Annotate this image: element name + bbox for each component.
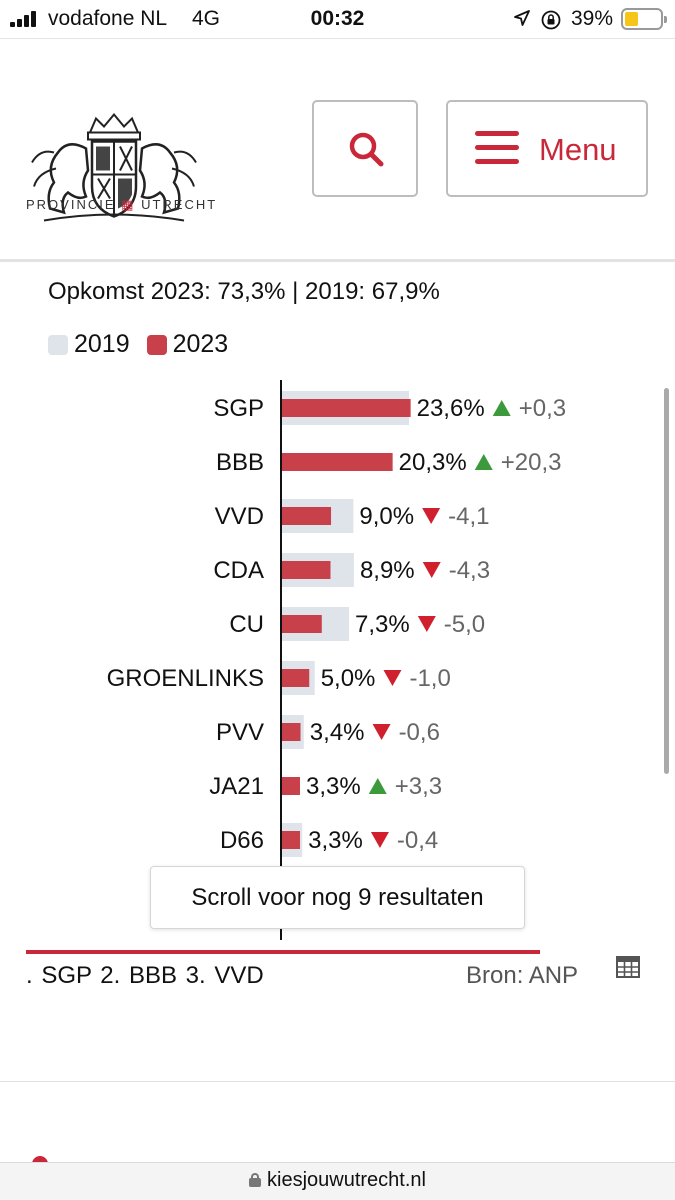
value-label-cu: 7,3%	[355, 611, 410, 638]
value-label-bbb: 20,3%	[399, 449, 467, 476]
category-label-groenlinks: GROENLINKS	[107, 665, 264, 692]
category-label-cda: CDA	[213, 557, 264, 584]
up-arrow-icon	[368, 778, 387, 794]
category-label-bbb: BBB	[216, 449, 264, 476]
logo-wordmark: PROVINCIE ▦ UTRECHT	[26, 197, 218, 212]
table-icon[interactable]	[616, 956, 640, 978]
rotation-lock-icon	[541, 10, 561, 30]
value-label-sgp: 23,6%	[417, 395, 485, 422]
down-arrow-icon	[422, 562, 441, 578]
hamburger-icon	[475, 131, 519, 165]
change-label-sgp: +0,3	[519, 395, 566, 422]
change-label-pvv: -0,6	[399, 719, 440, 746]
bar-2023-sgp	[282, 399, 411, 417]
battery-icon	[621, 8, 667, 30]
clock: 00:32	[310, 7, 365, 30]
turnout-text: Opkomst 2023: 73,3% | 2019: 67,9%	[48, 278, 440, 305]
location-icon	[514, 10, 530, 26]
scroll-hint-tooltip: Scroll voor nog 9 resultaten	[150, 866, 525, 929]
change-label-ja21: +3,3	[395, 773, 442, 800]
change-label-d66: -0,4	[397, 827, 438, 854]
ranking-summary: . SGP 2. BBB 3. VVD	[26, 962, 264, 989]
legend-label-2023: 2023	[172, 330, 229, 358]
legend-label-2019: 2019	[74, 330, 130, 358]
results-chart[interactable]: SGP 23,6% +0,3 BBB 20,3% +20,3 VVD 9,0% -4,1 CDA 8…	[0, 380, 675, 940]
section-divider	[0, 1081, 675, 1082]
partial-content-icon	[32, 1156, 48, 1164]
down-arrow-icon	[383, 670, 402, 686]
category-label-sgp: SGP	[213, 395, 264, 422]
change-label-cu: -5,0	[444, 611, 485, 638]
bar-2023-pvv	[282, 723, 301, 741]
down-arrow-icon	[417, 616, 436, 632]
chart-axis	[280, 380, 282, 940]
category-label-cu: CU	[229, 611, 264, 638]
menu-button[interactable]: Menu	[446, 100, 648, 197]
category-label-ja21: JA21	[209, 773, 264, 800]
category-label-vvd: VVD	[215, 503, 264, 530]
search-button[interactable]	[312, 100, 418, 197]
bar-2023-vvd	[282, 507, 332, 525]
bar-2023-cda	[282, 561, 331, 579]
value-label-vvd: 9,0%	[359, 503, 414, 530]
bar-2023-ja21	[282, 777, 300, 795]
category-label-pvv: PVV	[216, 719, 264, 746]
legend-item-2023[interactable]: 2023	[146, 330, 229, 359]
up-arrow-icon	[492, 400, 511, 416]
battery-percent: 39%	[571, 7, 614, 30]
browser-url-bar[interactable]: kiesjouwutrecht.nl	[0, 1162, 675, 1200]
source-label: Bron: ANP	[466, 962, 579, 989]
change-label-groenlinks: -1,0	[409, 665, 450, 692]
legend-swatch-2019	[48, 334, 68, 355]
down-arrow-icon	[370, 832, 389, 848]
legend-item-2019[interactable]: 2019	[48, 330, 130, 359]
bar-2023-d66	[282, 831, 300, 849]
value-label-ja21: 3,3%	[306, 773, 361, 800]
menu-label: Menu	[539, 132, 617, 167]
bar-2023-groenlinks	[282, 669, 310, 687]
site-header: PROVINCIE ▦ UTRECHT Menu	[0, 38, 675, 262]
network-type: 4G	[192, 7, 221, 30]
down-arrow-icon	[372, 724, 391, 740]
chart-scrollbar[interactable]	[664, 388, 669, 774]
change-label-bbb: +20,3	[501, 449, 562, 476]
status-bar: vodafone NL 4G 00:32 39%	[0, 0, 675, 38]
change-label-cda: -4,3	[449, 557, 490, 584]
legend-swatch-2023	[146, 334, 167, 355]
bar-2023-bbb	[282, 453, 393, 471]
value-label-groenlinks: 5,0%	[321, 665, 376, 692]
bar-2023-cu	[282, 615, 322, 633]
chart-underline	[26, 950, 540, 954]
category-label-d66: D66	[220, 827, 264, 854]
value-label-pvv: 3,4%	[310, 719, 365, 746]
value-label-d66: 3,3%	[308, 827, 363, 854]
value-label-cda: 8,9%	[360, 557, 415, 584]
search-icon	[349, 132, 384, 167]
down-arrow-icon	[422, 508, 441, 524]
signal-icon	[10, 11, 38, 27]
province-coat-of-arms-logo[interactable]	[24, 81, 204, 256]
padlock-icon	[249, 1173, 262, 1187]
bar-chart-svg: SGP 23,6% +0,3 BBB 20,3% +20,3 VVD 9,0% -4,1 CDA 8…	[107, 391, 566, 911]
up-arrow-icon	[474, 454, 493, 470]
change-label-vvd: -4,1	[448, 503, 489, 530]
url-text: kiesjouwutrecht.nl	[267, 1169, 426, 1191]
chart-legend: 2019 2023	[48, 330, 238, 362]
carrier-name: vodafone NL	[48, 7, 168, 30]
